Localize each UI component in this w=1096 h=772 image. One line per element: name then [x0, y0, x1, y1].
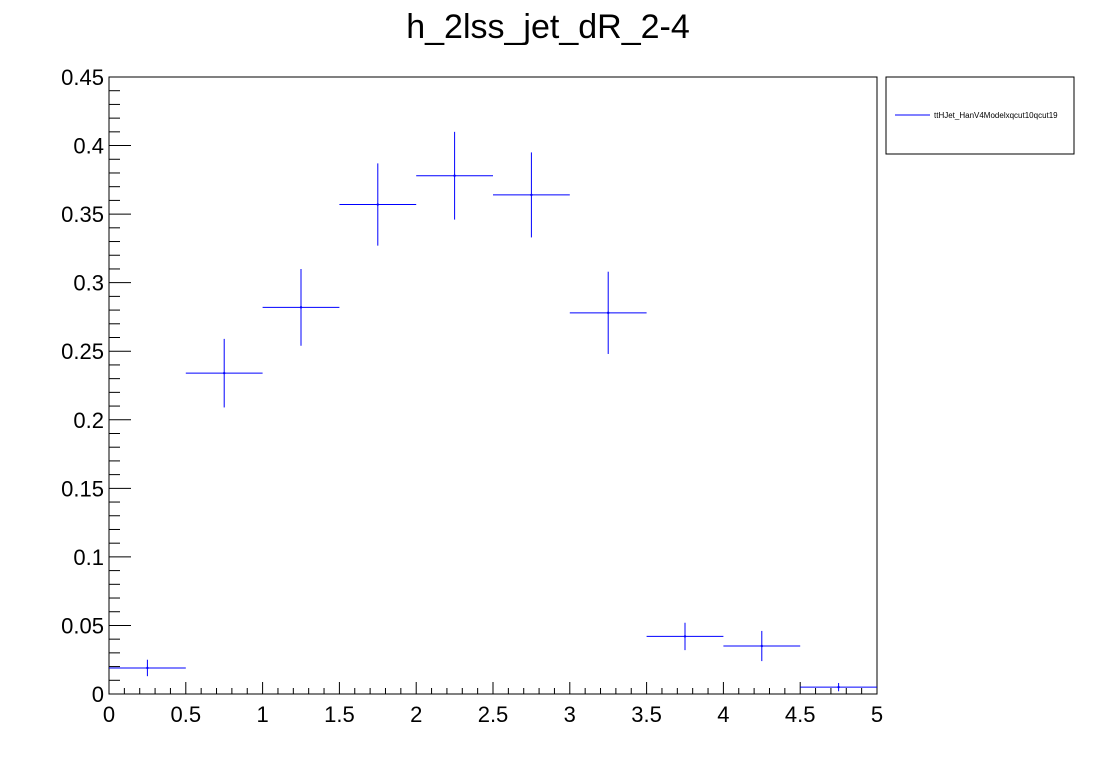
y-tick-label: 0.1	[73, 545, 104, 570]
y-tick-label: 0.15	[61, 476, 104, 501]
x-tick-label: 1.5	[324, 702, 355, 727]
point-marker	[683, 635, 687, 638]
x-tick-label: 5	[871, 702, 883, 727]
point-marker	[223, 371, 226, 375]
y-tick-label: 0	[92, 682, 104, 707]
data-point	[569, 271, 647, 354]
y-tick-label: 0.45	[61, 65, 104, 90]
x-tick-label: 0	[103, 702, 115, 727]
point-marker	[607, 311, 610, 315]
x-tick-label: 4	[717, 702, 729, 727]
x-tick-label: 4.5	[785, 702, 816, 727]
x-tick-label: 1	[256, 702, 268, 727]
data-point	[800, 683, 877, 692]
point-marker	[299, 306, 303, 309]
point-marker	[146, 666, 149, 670]
tick-labels: 0 0.5 1 1.5 2 2.5 3 3.5 4 4.5 5 0 0.05 0.1 0.15 0.2 0.25…	[61, 65, 883, 727]
chart-title: h_2lss_jet_dR_2-4	[406, 8, 690, 46]
data-point	[262, 268, 340, 346]
x-tick-label: 0.5	[171, 702, 202, 727]
axis-ticks	[108, 76, 878, 695]
point-marker	[376, 203, 379, 206]
point-marker	[837, 685, 840, 689]
point-marker	[530, 193, 533, 197]
data-point	[493, 152, 570, 238]
data-points	[109, 131, 877, 692]
data-point	[646, 622, 724, 651]
y-tick-label: 0.05	[61, 613, 104, 638]
y-tick-label: 0.2	[73, 408, 104, 433]
point-marker	[453, 174, 456, 177]
data-point	[185, 338, 263, 408]
data-point	[339, 163, 417, 246]
x-tick-label: 2	[410, 702, 422, 727]
y-tick-label: 0.3	[73, 271, 104, 296]
y-tick-label: 0.35	[61, 202, 104, 227]
legend-label: ttHJet_HanV4Modelxqcut10qcut19	[934, 111, 1058, 120]
x-tick-label: 3	[564, 702, 576, 727]
data-point	[109, 659, 186, 677]
x-tick-label: 2.5	[478, 702, 509, 727]
legend: ttHJet_HanV4Modelxqcut10qcut19	[885, 76, 1075, 155]
data-point	[416, 131, 493, 220]
y-tick-label: 0.4	[73, 134, 104, 159]
data-point	[723, 630, 801, 662]
y-tick-label: 0.25	[61, 339, 104, 364]
point-marker	[760, 644, 763, 648]
x-tick-label: 3.5	[631, 702, 662, 727]
